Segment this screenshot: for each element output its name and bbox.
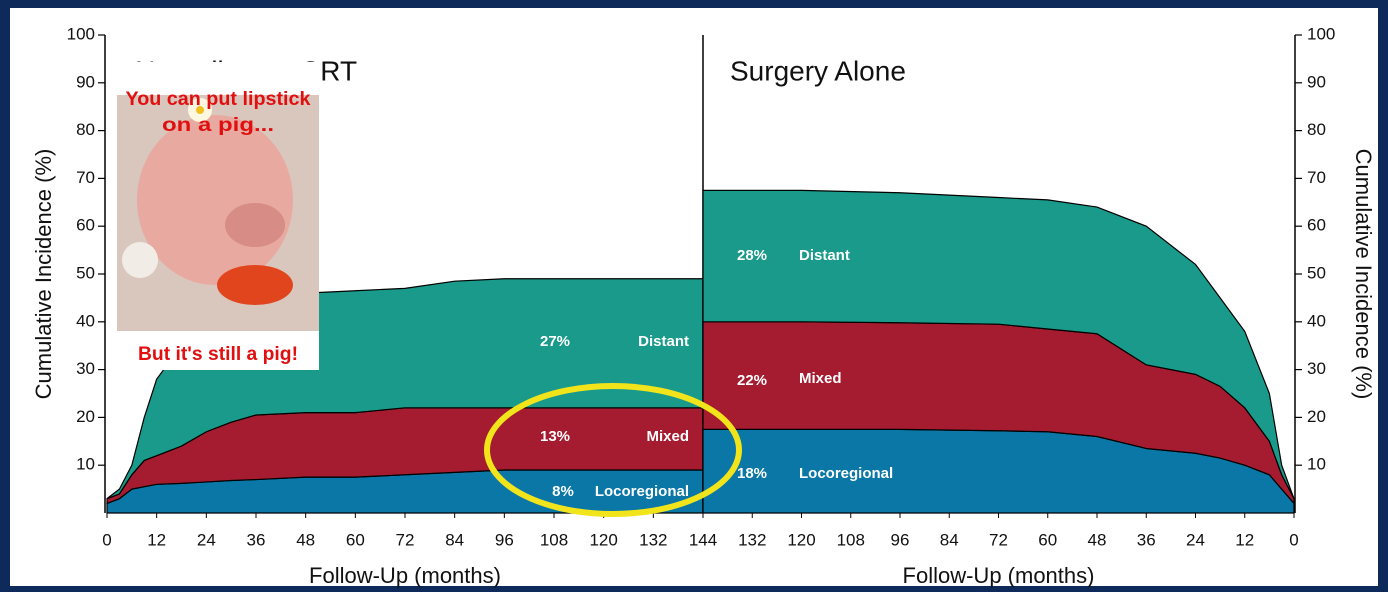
- x-tick-label: 12: [1235, 530, 1254, 549]
- y-tick-label: 100: [1307, 24, 1335, 43]
- y-tick-label: 20: [76, 407, 95, 426]
- meme-caption: But it's still a pig!: [138, 344, 298, 365]
- x-tick-label: 120: [589, 530, 617, 549]
- y-tick-label: 70: [76, 168, 95, 187]
- area-label: Distant: [799, 247, 850, 264]
- x-tick-label: 60: [1038, 530, 1057, 549]
- x-tick-label: 144: [689, 530, 717, 549]
- highlight-ellipse: [484, 383, 742, 517]
- x-tick-label: 108: [540, 530, 568, 549]
- y-tick-label: 50: [1307, 263, 1326, 282]
- area-label: 13%: [540, 428, 570, 445]
- y-tick-label: 30: [1307, 359, 1326, 378]
- y-tick-label: 60: [1307, 216, 1326, 235]
- y-tick-label: 90: [1307, 72, 1326, 91]
- x-tick-label: 36: [1137, 530, 1156, 549]
- area-label: Locoregional: [799, 465, 893, 482]
- meme-image: You can put lipstick on a pig... But it'…: [117, 62, 319, 370]
- x-tick-label: 84: [940, 530, 959, 549]
- x-tick-label: 72: [396, 530, 415, 549]
- area-label: Locoregional: [595, 483, 689, 500]
- x-tick-label: 12: [147, 530, 166, 549]
- y-tick-label: 30: [76, 359, 95, 378]
- x-tick-label: 132: [738, 530, 766, 549]
- y-tick-label: 10: [76, 455, 95, 474]
- area-label: 18%: [737, 465, 767, 482]
- y-tick-label: 20: [1307, 407, 1326, 426]
- y-tick-label: 80: [76, 120, 95, 139]
- flower-center: [196, 106, 204, 114]
- meme-caption: on a pig...: [162, 115, 274, 136]
- x-tick-label: 96: [891, 530, 910, 549]
- y-tick-label: 50: [76, 263, 95, 282]
- y-tick-label: 80: [1307, 120, 1326, 139]
- x-tick-label: 84: [445, 530, 464, 549]
- y-tick-label: 40: [1307, 311, 1326, 330]
- y-tick-label: 60: [76, 216, 95, 235]
- y-tick-label: 40: [76, 311, 95, 330]
- y-tick-label: 100: [67, 24, 95, 43]
- x-tick-label: 48: [296, 530, 315, 549]
- area-label: Mixed: [646, 428, 689, 445]
- panel-title: Surgery Alone: [730, 55, 906, 86]
- y-tick-label: 90: [76, 72, 95, 91]
- y-tick-label: 10: [1307, 455, 1326, 474]
- x-tick-label: 120: [787, 530, 815, 549]
- x-tick-label: 48: [1088, 530, 1107, 549]
- area-label: 8%: [552, 483, 574, 500]
- x-tick-label: 36: [247, 530, 266, 549]
- area-label: 22%: [737, 372, 767, 389]
- y-tick-label: 70: [1307, 168, 1326, 187]
- pearls: [122, 242, 158, 278]
- x-tick-label: 0: [1289, 530, 1298, 549]
- pig-head: [137, 115, 293, 285]
- x-axis-title: Follow-Up (months): [903, 563, 1095, 588]
- x-tick-label: 24: [197, 530, 216, 549]
- x-tick-label: 96: [495, 530, 514, 549]
- x-tick-label: 60: [346, 530, 365, 549]
- x-tick-label: 132: [639, 530, 667, 549]
- pig-lips: [217, 265, 293, 305]
- stacked-area: [702, 189, 1295, 499]
- area-label: 28%: [737, 247, 767, 264]
- x-axis-title: Follow-Up (months): [309, 563, 501, 588]
- area-label: Mixed: [799, 370, 842, 387]
- x-tick-label: 108: [837, 530, 865, 549]
- pig-snout: [225, 203, 285, 247]
- area-label: 27%: [540, 333, 570, 350]
- area-label: Distant: [638, 333, 689, 350]
- y-axis-title: Cumulative Incidence (%): [1351, 149, 1376, 400]
- y-axis-title: Cumulative Incidence (%): [31, 149, 56, 400]
- meme-caption: You can put lipstick: [126, 89, 311, 110]
- x-tick-label: 24: [1186, 530, 1205, 549]
- x-tick-label: 0: [102, 530, 111, 549]
- x-tick-label: 72: [989, 530, 1008, 549]
